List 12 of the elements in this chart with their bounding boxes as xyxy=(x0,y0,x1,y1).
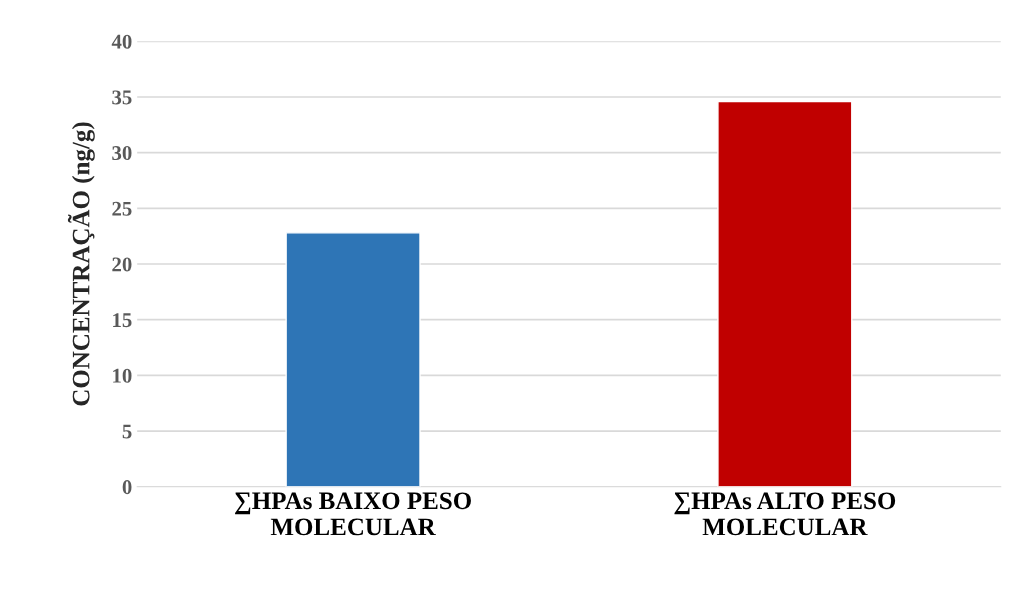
y-tick-label: 5 xyxy=(122,424,132,439)
y-tick-label: 10 xyxy=(113,368,132,383)
y-tick-label: 25 xyxy=(112,201,132,216)
y-tick-label: 0 xyxy=(122,480,132,495)
y-tick-label: 30 xyxy=(112,146,132,161)
x-tick-label: ∑HPAs BAIXO PESO MOLECULAR xyxy=(235,492,471,536)
y-tick-label: 20 xyxy=(112,257,132,272)
x-tick-label: ∑HPAs ALTO PESO MOLECULAR xyxy=(674,492,896,536)
y-tick-label: 35 xyxy=(112,90,132,105)
y-tick-label: 40 xyxy=(111,34,132,49)
y-tick-label: 15 xyxy=(113,313,132,328)
y-axis-title: CONCENTRAÇÃO (ng/g) xyxy=(67,122,95,406)
